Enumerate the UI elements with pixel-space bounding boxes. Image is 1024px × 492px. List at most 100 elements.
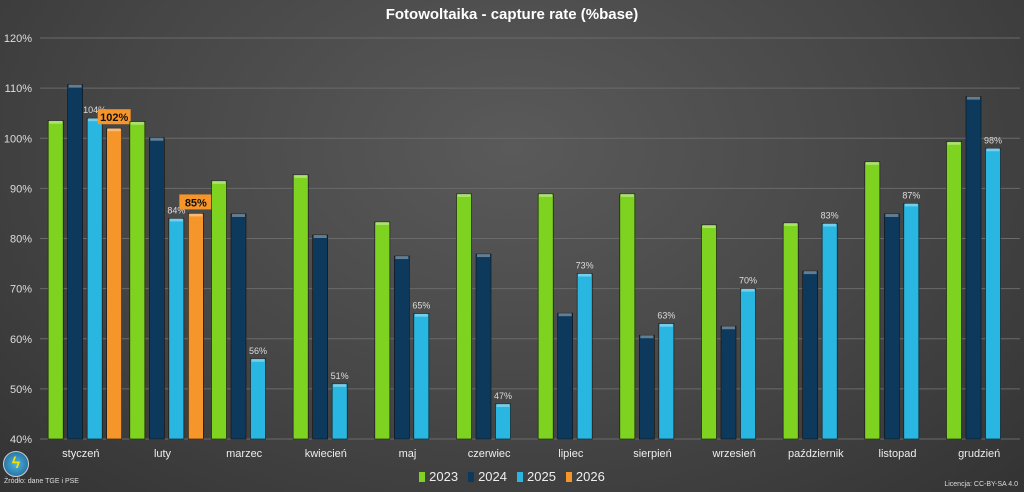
bar-2025 (821, 223, 838, 440)
legend-swatch (517, 472, 523, 482)
bar-highlight (169, 218, 183, 222)
bar-2025 (86, 117, 103, 440)
bar-2024 (312, 234, 328, 440)
legend-label: 2024 (478, 469, 507, 484)
bar-highlight (986, 148, 1000, 152)
bar-highlight (784, 222, 798, 226)
bar-highlight (130, 121, 144, 125)
bar-2024 (230, 213, 247, 440)
bar-2023 (129, 121, 146, 440)
y-tick-label: 100% (4, 133, 32, 145)
bar-highlight (189, 213, 203, 217)
bar-highlight (457, 193, 471, 197)
legend-item-2026: 2026 (565, 469, 605, 484)
bar-highlight (741, 288, 755, 292)
bar-highlight (539, 193, 553, 197)
bar-highlight (865, 161, 879, 165)
x-tick-label: luty (154, 448, 172, 460)
bar-2024 (149, 137, 165, 440)
bar-2023 (782, 222, 799, 440)
bar-highlight (107, 128, 121, 132)
bar-highlight (722, 326, 735, 330)
data-label-box (179, 194, 213, 210)
legend-label: 2025 (527, 469, 556, 484)
data-label: 85% (185, 197, 207, 209)
bar-highlight (578, 273, 592, 277)
bar-highlight (620, 193, 634, 197)
x-tick-label: grudzień (958, 448, 1000, 460)
bar-highlight (313, 234, 327, 238)
bar-highlight (375, 221, 389, 225)
bar-highlight (68, 84, 82, 88)
bar-2025 (576, 273, 593, 440)
bar-highlight (659, 323, 673, 327)
license-note: Licencja: CC-BY-SA 4.0 (944, 481, 1018, 488)
bar-highlight (212, 180, 226, 184)
legend-swatch (419, 472, 426, 482)
bar-2025 (903, 203, 920, 440)
bar-highlight (333, 383, 347, 387)
legend-label: 2026 (575, 469, 605, 484)
bar-highlight (232, 213, 245, 217)
bar-2025 (250, 358, 266, 440)
data-label: 65% (412, 301, 430, 311)
bar-2023 (47, 120, 64, 440)
data-label: 104% (83, 105, 106, 115)
legend-label: 2023 (429, 469, 459, 484)
bar-2023 (374, 221, 391, 440)
bar-highlight (294, 174, 308, 178)
data-label: 102% (100, 112, 128, 124)
x-tick-label: lipiec (558, 448, 584, 460)
x-tick-label: marzec (226, 448, 263, 460)
bar-2024 (802, 270, 818, 440)
bar-2023 (701, 224, 717, 440)
bar-2025 (658, 323, 675, 440)
legend-item-2024: 2024 (468, 469, 507, 484)
bar-highlight (496, 403, 510, 407)
bar-2025 (495, 403, 511, 440)
bar-2024 (394, 255, 410, 440)
legend-swatch (468, 472, 475, 482)
x-tick-label: październik (788, 448, 844, 460)
data-label: 87% (902, 190, 920, 200)
bar-highlight (49, 120, 63, 124)
bar-highlight (477, 254, 490, 258)
bar-highlight (702, 224, 716, 228)
x-tick-label: sierpień (633, 448, 672, 460)
bar-highlight (967, 96, 980, 100)
x-tick-label: kwiecień (305, 448, 347, 460)
bar-highlight (947, 141, 961, 145)
x-tick-label: czerwiec (468, 448, 511, 460)
x-tick-label: maj (399, 448, 417, 460)
bar-highlight (414, 313, 428, 317)
bar-2023 (211, 180, 227, 440)
bar-2025 (168, 218, 185, 440)
data-label: 84% (167, 205, 185, 215)
bar-2023 (946, 141, 962, 440)
bar-2023 (292, 174, 309, 440)
x-tick-label: styczeń (62, 448, 99, 460)
data-label: 73% (576, 261, 594, 271)
bar-highlight (251, 358, 265, 362)
legend-item-2025: 2025 (517, 469, 556, 484)
bar-highlight (823, 223, 837, 227)
bar-2025 (740, 288, 756, 440)
data-label: 56% (249, 346, 267, 356)
y-tick-label: 110% (5, 83, 33, 95)
bar-2023 (456, 193, 472, 440)
data-label: 70% (739, 276, 757, 286)
bar-2024 (475, 253, 492, 440)
bar-2026 (188, 213, 204, 440)
bar-2024 (884, 213, 900, 440)
bar-highlight (885, 213, 899, 217)
bar-2023 (537, 193, 554, 440)
legend-swatch (565, 472, 572, 482)
bar-2024 (557, 312, 573, 440)
bar-2025 (413, 313, 430, 440)
y-tick-label: 90% (10, 183, 32, 195)
bar-2025 (985, 147, 1001, 440)
data-label: 98% (984, 135, 1002, 145)
bar-2024 (720, 325, 737, 440)
bar-2026 (106, 127, 122, 440)
